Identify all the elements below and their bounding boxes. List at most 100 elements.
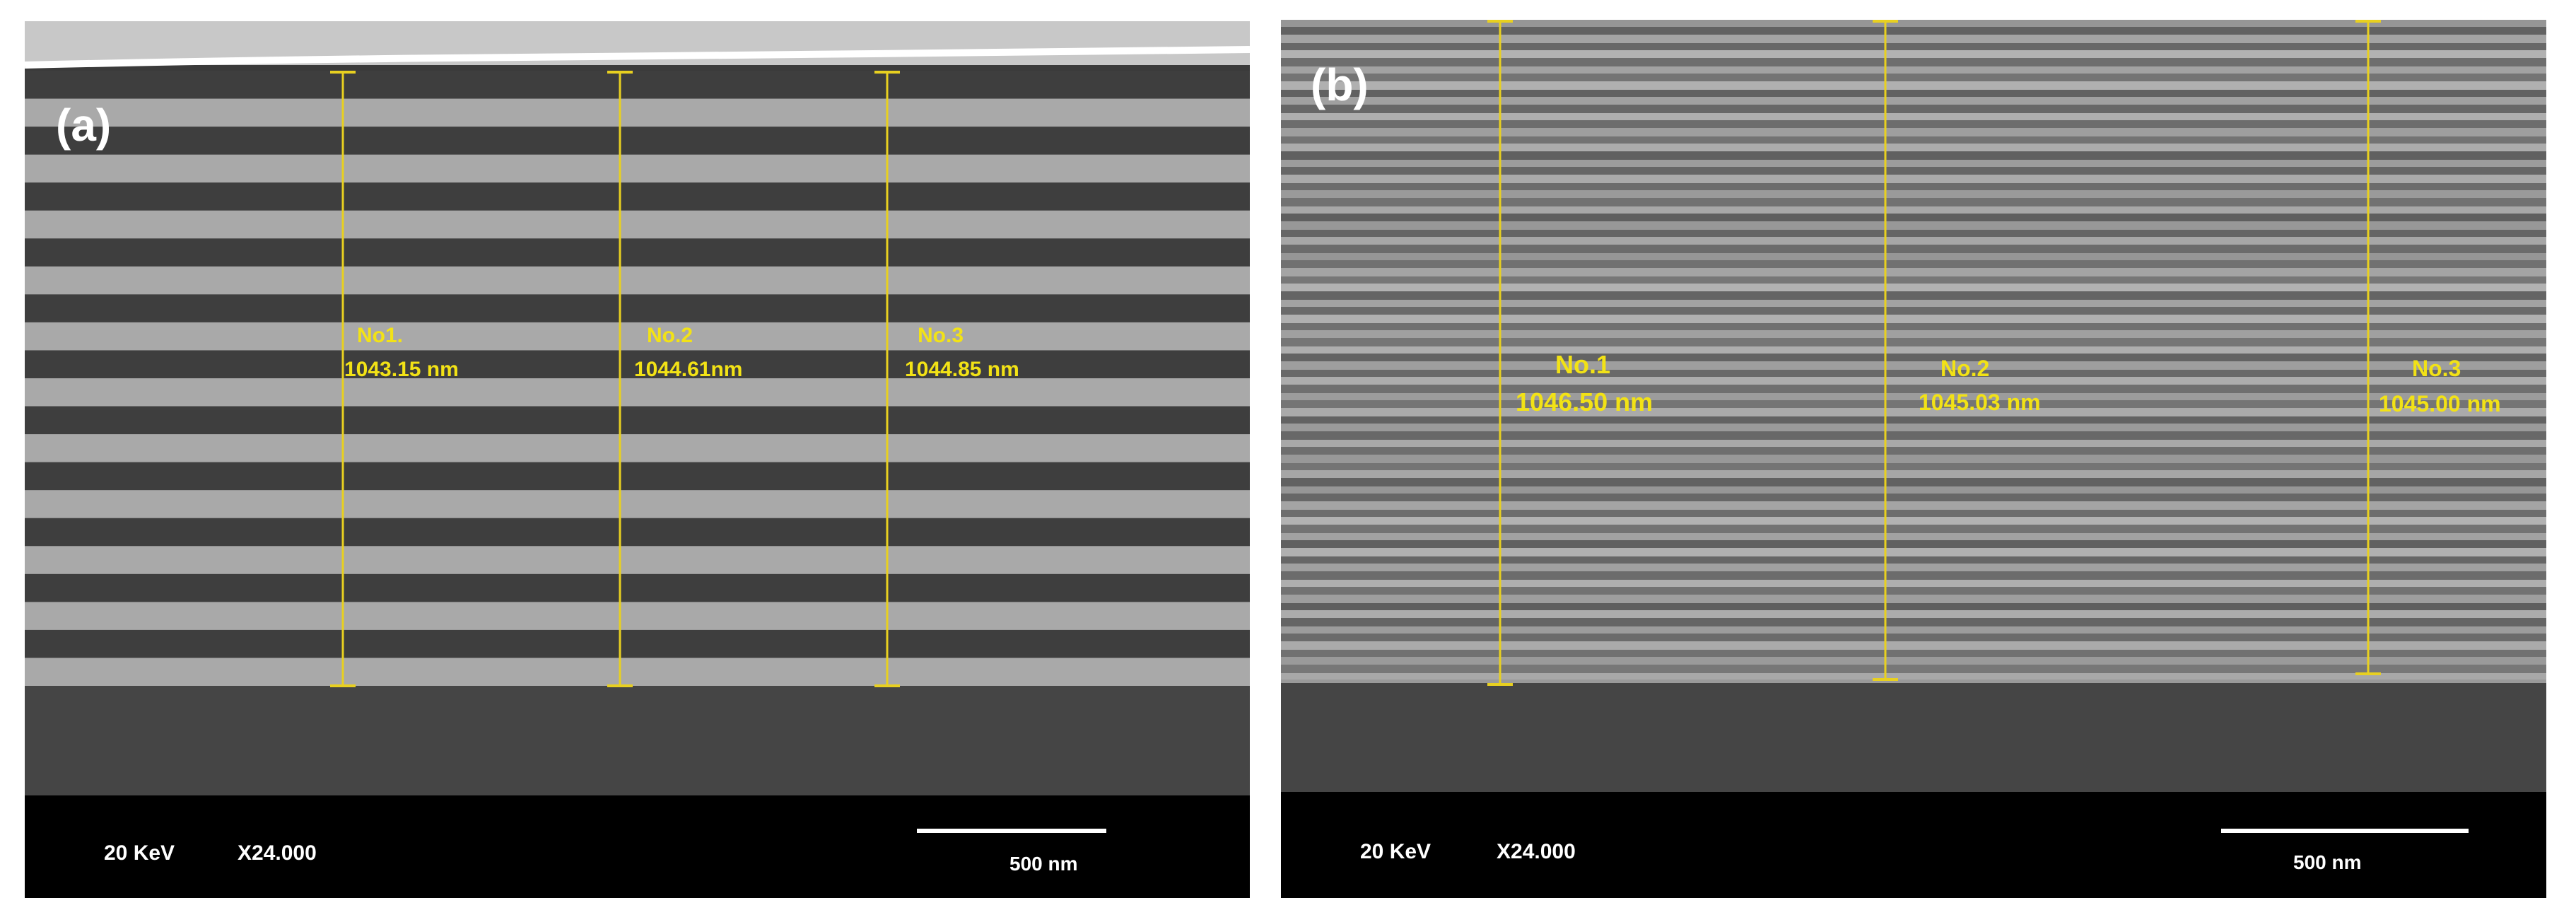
thin-layer — [1281, 90, 2546, 97]
layer-band — [25, 154, 1250, 183]
thin-layer — [1281, 198, 2546, 206]
scale-bar-label-b: 500 nm — [2293, 851, 2362, 873]
thin-layer — [1281, 501, 2546, 510]
thin-layer — [1281, 323, 2546, 330]
sem-image-a — [25, 21, 1250, 898]
thin-layer — [1281, 587, 2546, 595]
thin-layer — [1281, 284, 2546, 291]
thin-layer — [1281, 603, 2546, 610]
magnification-readout-a: X24.000 — [238, 841, 317, 865]
measurement-1-name-b: No.1 — [1555, 350, 1611, 379]
thin-layer — [1281, 393, 2546, 400]
measurement-2-name-a: No.2 — [647, 324, 693, 347]
thin-layer — [1281, 43, 2546, 50]
thin-layer — [1281, 673, 2546, 680]
scale-bar — [917, 829, 1106, 833]
thin-layer — [1281, 525, 2546, 533]
measurement-3-name-b: No.3 — [2412, 356, 2461, 381]
thin-layer — [1281, 595, 2546, 603]
thin-layer — [1281, 338, 2546, 346]
measurement-1-value-b: 1046.50 nm — [1516, 387, 1653, 416]
layer-band — [25, 629, 1250, 658]
thin-layer — [1281, 377, 2546, 385]
layer-band — [25, 210, 1250, 239]
thin-layer — [1281, 315, 2546, 323]
layer-band — [25, 658, 1250, 687]
thin-layer — [1281, 424, 2546, 431]
thin-layer — [1281, 245, 2546, 253]
panel-label-b: (b) — [1311, 59, 1369, 110]
thin-layer — [1281, 346, 2546, 354]
thin-layer — [1281, 510, 2546, 517]
layer-band — [25, 71, 1250, 100]
thin-layer — [1281, 657, 2546, 665]
thin-layer — [1281, 81, 2546, 90]
thin-layer — [1281, 641, 2546, 650]
thin-layer — [1281, 564, 2546, 571]
thin-layer — [1281, 447, 2546, 455]
magnification-readout-b: X24.000 — [1497, 840, 1576, 863]
thin-layer — [1281, 35, 2546, 43]
sem-image-panel-b: (b) No.1 1046.50 nm No.2 1045.03 nm No.3… — [1281, 20, 2546, 898]
thin-layer — [1281, 190, 2546, 198]
thin-layer — [1281, 120, 2546, 128]
thin-layer — [1281, 206, 2546, 214]
thin-layer — [1281, 400, 2546, 408]
thin-layer — [1281, 27, 2546, 35]
thin-layer — [1281, 307, 2546, 315]
thin-layer — [1281, 556, 2546, 564]
substrate — [1281, 683, 2546, 792]
measurement-3-name-a: No.3 — [918, 324, 964, 347]
thin-layer — [1281, 128, 2546, 136]
thin-layer — [1281, 533, 2546, 540]
thin-layer — [1281, 230, 2546, 237]
measurement-2-value-b: 1045.03 nm — [1919, 390, 2041, 415]
layer-band — [25, 182, 1250, 211]
thin-layer — [1281, 183, 2546, 190]
thin-layer — [1281, 370, 2546, 377]
thin-layer — [1281, 221, 2546, 230]
thin-layer — [1281, 260, 2546, 268]
thin-layer — [1281, 408, 2546, 416]
thin-layer — [1281, 268, 2546, 276]
thin-layer — [1281, 253, 2546, 260]
scale-bar-label-a: 500 nm — [1009, 853, 1078, 875]
thin-layer — [1281, 175, 2546, 183]
layer-band — [25, 490, 1250, 519]
thin-layer — [1281, 610, 2546, 618]
thin-layer — [1281, 167, 2546, 175]
surface-edge — [25, 46, 1250, 69]
thin-layer — [1281, 214, 2546, 221]
sem-image-b — [1281, 20, 2546, 898]
thin-layer — [1281, 478, 2546, 486]
sem-image-panel-a: (a) No1. 1043.15 nm No.2 1044.61nm No.3 … — [25, 21, 1250, 898]
thin-layer — [1281, 136, 2546, 144]
thin-layer — [1281, 50, 2546, 58]
layer-band — [25, 462, 1250, 491]
voltage-readout-b: 20 KeV — [1360, 840, 1432, 863]
thin-layer — [1281, 151, 2546, 160]
thin-layer — [1281, 291, 2546, 300]
layer-band — [25, 406, 1250, 435]
layer-band — [25, 127, 1250, 156]
thin-layer — [1281, 571, 2546, 580]
substrate — [25, 686, 1250, 795]
thin-layer — [1281, 650, 2546, 657]
thin-layer — [1281, 431, 2546, 440]
film-substrate-interface — [1281, 679, 2546, 683]
layer-band — [25, 378, 1250, 407]
layer-band — [25, 602, 1250, 631]
info-bar — [25, 795, 1250, 898]
thin-layer — [1281, 665, 2546, 673]
panel-label-a: (a) — [56, 100, 112, 151]
thin-layer — [1281, 237, 2546, 245]
thin-layer — [1281, 300, 2546, 307]
thin-layer — [1281, 540, 2546, 548]
thin-layer — [1281, 440, 2546, 447]
thin-layer — [1281, 160, 2546, 167]
measurement-3-value-a: 1044.85 nm — [905, 358, 1019, 381]
thin-layer — [1281, 361, 2546, 370]
measurement-2-name-b: No.2 — [1940, 356, 1990, 381]
thin-layer — [1281, 330, 2546, 338]
layer-band — [25, 98, 1250, 127]
